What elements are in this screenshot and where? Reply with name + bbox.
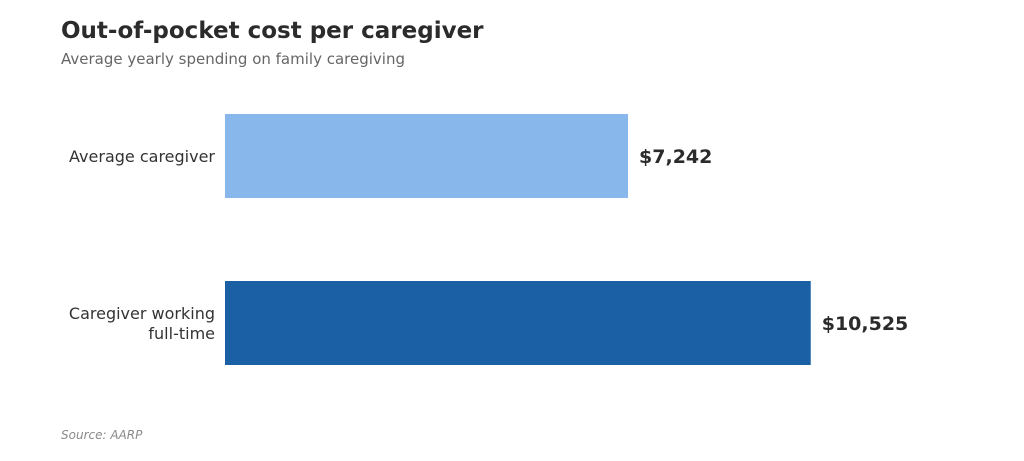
category-label-0-0: Average caregiver [69,147,215,166]
category-label-1-0: Caregiver working [69,304,215,323]
chart-title: Out-of-pocket cost per caregiver [61,18,484,44]
chart-subtitle: Average yearly spending on family caregi… [61,50,405,68]
bar-0 [225,114,629,198]
bar-1 [225,281,811,365]
value-label-1: $10,525 [822,313,909,335]
source-note: Source: AARP [61,428,143,442]
value-label-0: $7,242 [639,146,712,168]
category-label-1-1: full-time [148,324,215,343]
